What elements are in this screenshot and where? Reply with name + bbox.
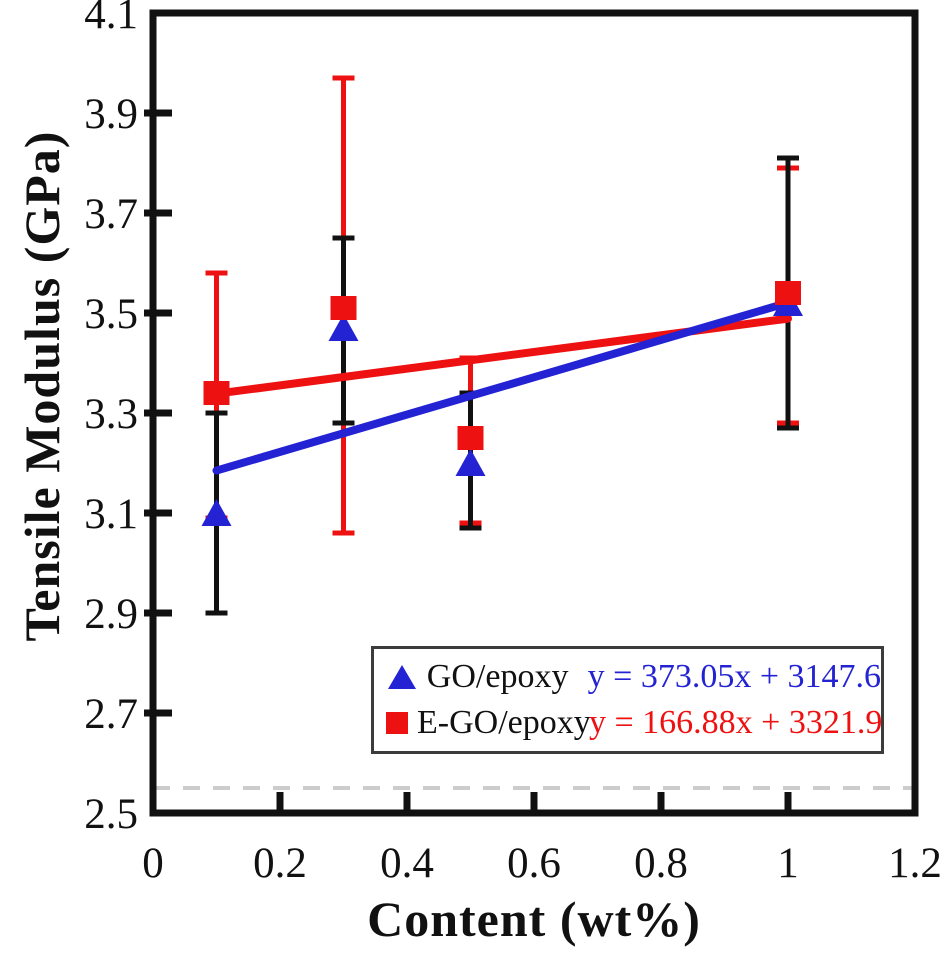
y-tick-label: 4.1 (84, 0, 138, 38)
x-tick-label: 0.6 (507, 840, 561, 887)
legend-box: GO/epoxy y = 373.05x + 3147.6 E-GO/epoxy… (371, 646, 884, 754)
x-tick-label: 1.2 (888, 840, 942, 887)
y-axis-title: Tensile Modulus (GPa) (14, 130, 70, 642)
legend-label-e-go-epoxy: E-GO/epoxy (417, 704, 591, 742)
square-marker-icon (386, 712, 408, 735)
y-tick-label: 3.3 (84, 391, 138, 438)
legend-label-go-epoxy: GO/epoxy (426, 657, 569, 695)
x-tick-label: 0.4 (380, 840, 434, 887)
y-tick-label: 2.5 (84, 791, 138, 838)
x-tick-label: 1 (777, 840, 799, 887)
legend-row-e-go-epoxy: E-GO/epoxy y = 166.88x + 3321.9 (386, 704, 883, 742)
y-tick-label: 3.5 (84, 291, 138, 338)
x-tick-label: 0 (142, 840, 164, 887)
triangle-marker-icon (387, 664, 416, 689)
y-tick-label: 3.1 (84, 491, 138, 538)
data-point-square (775, 281, 801, 305)
legend-marker-cell (386, 664, 418, 689)
y-tick-label: 3.7 (84, 191, 138, 238)
legend-equation-go-epoxy: y = 373.05x + 3147.6 (587, 657, 881, 695)
data-point-square (203, 381, 230, 405)
data-point-triangle (455, 449, 486, 476)
fit-line (212, 298, 792, 475)
legend-marker-cell (386, 712, 408, 735)
data-point-triangle (201, 499, 232, 526)
data-point-square (457, 426, 484, 450)
y-tick-label: 2.9 (84, 591, 138, 638)
data-point-triangle (328, 314, 359, 341)
x-tick-label: 0.8 (634, 840, 688, 887)
y-tick-label: 2.7 (84, 691, 138, 738)
y-tick-label: 3.9 (84, 91, 138, 138)
legend-row-go-epoxy: GO/epoxy y = 373.05x + 3147.6 (386, 658, 881, 696)
x-axis-title: Content (wt%) (367, 891, 701, 947)
data-point-square (330, 296, 357, 320)
legend-equation-e-go-epoxy: y = 166.88x + 3321.9 (589, 704, 883, 742)
x-tick-label: 0.2 (253, 840, 307, 887)
